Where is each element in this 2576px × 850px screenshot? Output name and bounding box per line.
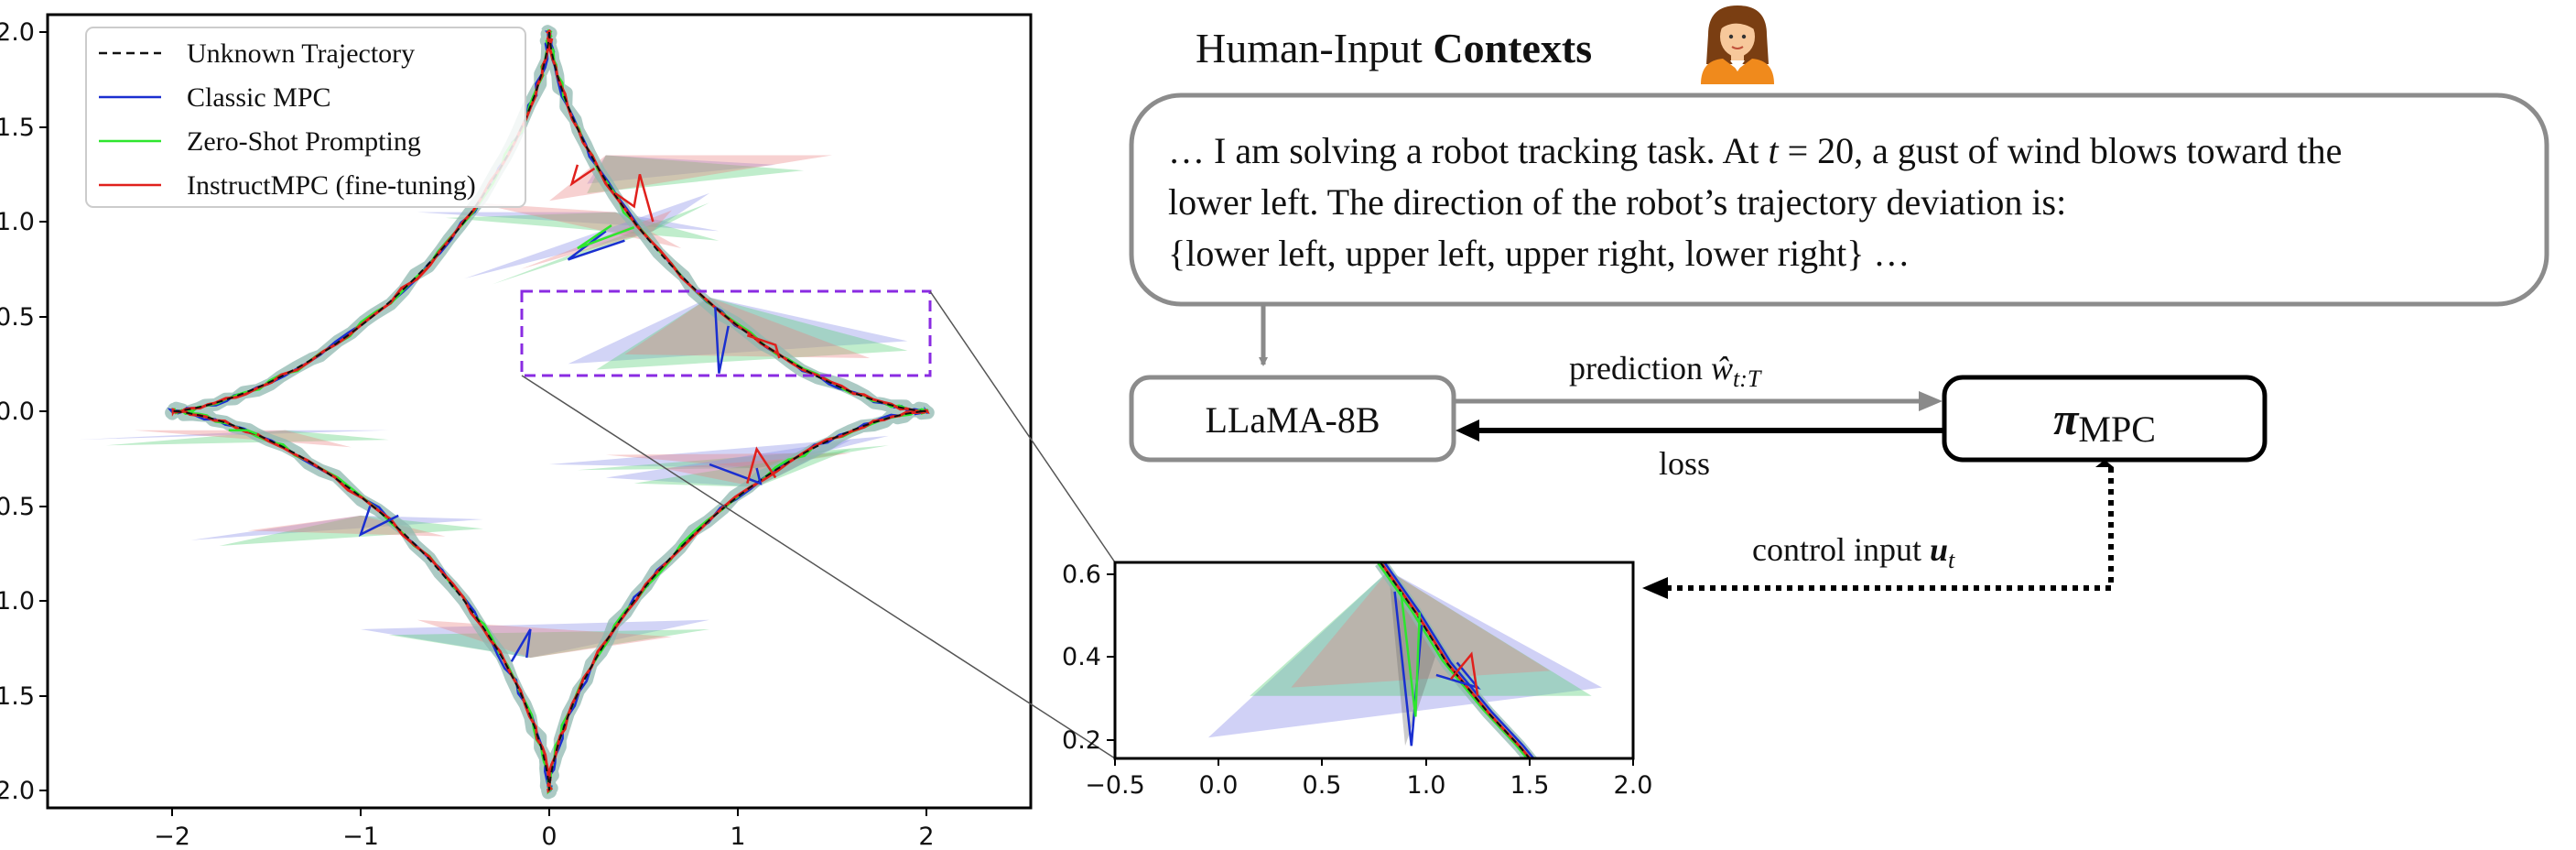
human-icon bbox=[1701, 5, 1774, 84]
prompt-line-3: {lower left, upper left, upper right, lo… bbox=[1168, 233, 1910, 274]
llm-label: LLaMA-8B bbox=[1205, 399, 1380, 441]
inset-deviation-kink bbox=[1449, 651, 1479, 696]
inset-x-axis: −0.5 0.0 0.5 1.0 1.5 2.0 bbox=[1085, 758, 1652, 800]
inset-spread-band-classic bbox=[1207, 571, 1602, 738]
inset-x-tick-label: 1.5 bbox=[1510, 771, 1550, 800]
deviation-kink bbox=[746, 446, 777, 485]
deviation-kink bbox=[746, 334, 781, 359]
pipeline-diagram: Human-Input Contexts … I am solving a ro… bbox=[1129, 5, 2549, 599]
main-plot-area bbox=[78, 25, 935, 800]
inset-deviation-kink bbox=[1400, 591, 1422, 717]
prompt-line-1: … I am solving a robot tracking task. At… bbox=[1168, 130, 2342, 171]
spread-band-instruct bbox=[549, 155, 832, 202]
inset-x-tick-label: 0.5 bbox=[1303, 771, 1342, 800]
prediction-label: prediction ŵt:T bbox=[1569, 350, 1762, 392]
inset-x-tick-label: 2.0 bbox=[1614, 771, 1653, 800]
inset-y-tick-label: 0.6 bbox=[1062, 561, 1101, 589]
loss-arrowhead bbox=[1456, 420, 1479, 441]
main-y-tick-label: −1.0 bbox=[0, 587, 35, 616]
main-y-tick-label: 2.0 bbox=[0, 18, 35, 47]
deviation-kink bbox=[510, 628, 532, 662]
spread-band-classic bbox=[587, 155, 776, 184]
inset-axes-frame bbox=[1113, 561, 1635, 760]
inset-y-tick-label: 0.4 bbox=[1062, 643, 1101, 671]
spread-band-classic bbox=[549, 435, 889, 469]
zoom-connector-line bbox=[929, 290, 1116, 563]
spread-band-instruct bbox=[134, 430, 352, 448]
legend-label: Classic MPC bbox=[187, 82, 331, 113]
spread-band-classic bbox=[190, 515, 483, 540]
inset-y-axis: 0.6 0.4 0.2 bbox=[1062, 561, 1115, 755]
control-input-label: control input ut bbox=[1752, 531, 1955, 573]
legend-label: Unknown Trajectory bbox=[187, 38, 415, 69]
main-x-tick-label: 1 bbox=[730, 823, 745, 850]
deviation-kink bbox=[358, 506, 399, 537]
prompt-line-2: lower left. The direction of the robot’s… bbox=[1168, 181, 2066, 223]
main-x-tick-label: 2 bbox=[918, 823, 934, 850]
diagram-heading: Human-Input Contexts bbox=[1196, 25, 1592, 71]
main-y-tick-label: −0.5 bbox=[0, 493, 35, 521]
inset-x-tick-label: 1.0 bbox=[1407, 771, 1446, 800]
inset-series-classic-mpc-line bbox=[1383, 562, 1535, 758]
inset-chart: −0.5 0.0 0.5 1.0 1.5 2.0 0.6 0.4 0.2 bbox=[1062, 561, 1652, 800]
legend-label: InstructMPC (fine-tuning) bbox=[187, 170, 476, 201]
inset-series-zero-shot-line bbox=[1376, 562, 1529, 758]
inset-spread-band-dark bbox=[1388, 571, 1436, 746]
legend-box bbox=[85, 27, 526, 208]
loss-label: loss bbox=[1659, 445, 1710, 482]
main-y-tick-label: 0.5 bbox=[0, 303, 35, 332]
prompt-box bbox=[1129, 93, 2549, 307]
spread-band-zero-shot bbox=[388, 629, 710, 659]
spread-band-classic bbox=[78, 430, 389, 441]
deviation-kink bbox=[709, 463, 763, 485]
deviation-kink bbox=[614, 173, 655, 223]
inset-x-tick-label: −0.5 bbox=[1085, 771, 1145, 800]
control-input-arrowhead bbox=[1642, 577, 1668, 599]
main-y-tick-label: −2.0 bbox=[0, 777, 35, 805]
spread-band-classic bbox=[605, 440, 851, 487]
llm-box bbox=[1129, 375, 1456, 463]
zoom-connector-line bbox=[521, 375, 1116, 759]
zoom-region-box bbox=[520, 289, 932, 377]
spread-band-zero-shot bbox=[492, 202, 710, 285]
control-input-arrow bbox=[1668, 467, 2114, 591]
main-y-tick-label: −1.5 bbox=[0, 682, 35, 711]
inset-y-tick-label: 0.2 bbox=[1062, 726, 1101, 755]
inset-x-tick-label: 0.0 bbox=[1199, 771, 1239, 800]
deviation-kink bbox=[569, 164, 596, 187]
inset-deviation-kink bbox=[1435, 661, 1481, 690]
deviation-kink bbox=[567, 230, 625, 261]
spread-band-classic bbox=[361, 619, 710, 659]
prediction-arrowhead bbox=[1919, 391, 1943, 411]
spread-band-zero-shot bbox=[219, 515, 483, 546]
main-x-tick-label: −2 bbox=[154, 823, 190, 850]
mpc-output-notch bbox=[2095, 460, 2114, 467]
mpc-label: πMPC bbox=[2053, 393, 2156, 450]
main-y-tick-label: 1.5 bbox=[0, 114, 35, 142]
main-chart: −2 −1 0 1 2 2.0 1.5 1.0 0.5 0.0 −0.5 −1.… bbox=[0, 13, 1033, 850]
spread-band-instruct bbox=[473, 202, 682, 248]
heading-prefix: Human-Input bbox=[1196, 25, 1433, 71]
deviation-kink bbox=[577, 224, 635, 250]
spread-band-zero-shot bbox=[105, 430, 389, 446]
legend-label: Zero-Shot Prompting bbox=[187, 126, 421, 157]
inset-series-unknown-trajectory-line bbox=[1379, 562, 1532, 758]
main-x-tick-label: −1 bbox=[342, 823, 379, 850]
deviation-kink bbox=[228, 429, 258, 435]
main-y-tick-label: 1.0 bbox=[0, 208, 35, 236]
heading-bold: Contexts bbox=[1433, 25, 1592, 71]
spread-band-zero-shot bbox=[587, 155, 805, 193]
main-x-tick-label: 0 bbox=[541, 823, 557, 850]
main-x-axis: −2 −1 0 1 2 bbox=[154, 808, 935, 850]
deviation-kink bbox=[714, 307, 730, 374]
main-y-tick-label: 0.0 bbox=[0, 398, 35, 426]
legend: Unknown Trajectory Classic MPC Zero-Shot… bbox=[85, 27, 526, 208]
series-instructmpc-line bbox=[171, 28, 930, 794]
inset-plot-area bbox=[1207, 562, 1602, 758]
spread-band-classic bbox=[464, 192, 710, 279]
main-y-axis: 2.0 1.5 1.0 0.5 0.0 −0.5 −1.0 −1.5 −2.0 bbox=[0, 18, 48, 805]
